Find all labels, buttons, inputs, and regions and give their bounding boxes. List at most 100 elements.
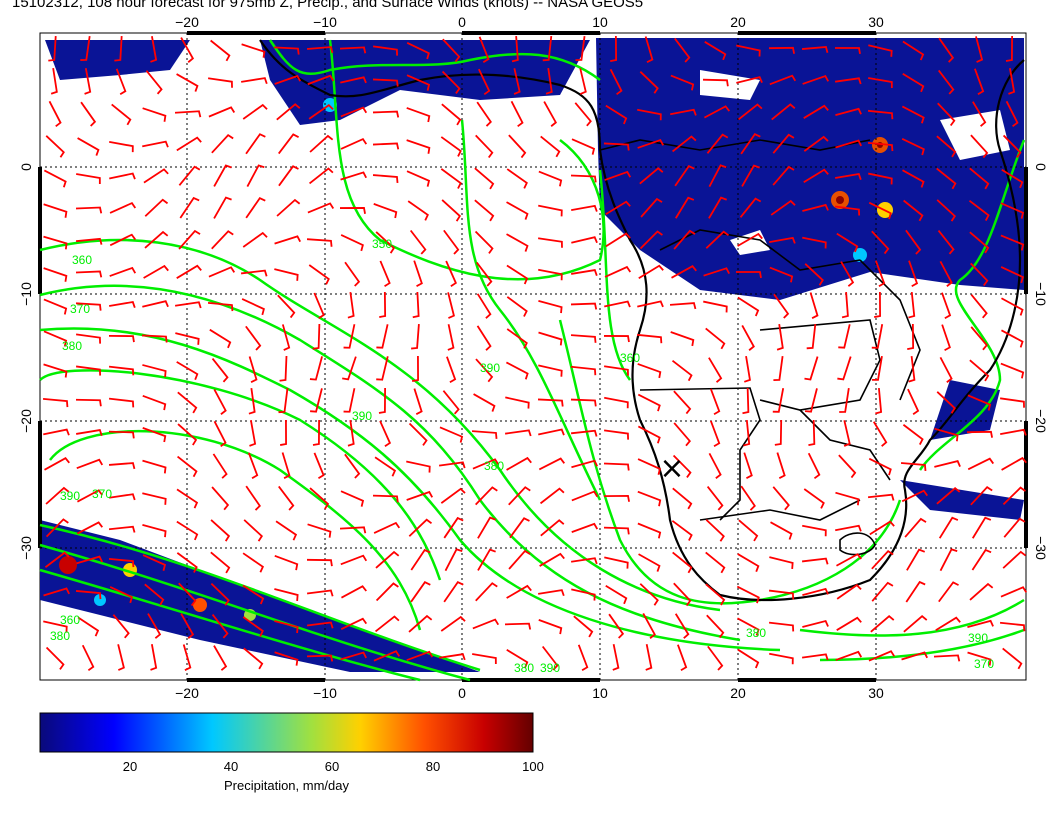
wind-barb — [776, 452, 786, 479]
wind-barb — [144, 583, 165, 606]
wind-barb — [741, 164, 760, 187]
wind-barb — [372, 78, 399, 87]
wind-barb — [274, 235, 302, 245]
wind-barb — [375, 582, 399, 602]
wind-barb — [210, 583, 230, 606]
wind-barb — [570, 365, 597, 376]
wind-barb — [411, 323, 420, 350]
wind-barb — [1003, 517, 1026, 538]
wind-barbs — [42, 35, 1028, 672]
wind-barb — [806, 323, 817, 350]
wind-barb — [737, 553, 760, 573]
wind-barb — [373, 203, 398, 219]
wind-barb — [506, 296, 528, 317]
colorbar-tick: 60 — [324, 759, 340, 774]
wind-barb — [610, 35, 618, 62]
wind-barb — [603, 365, 629, 376]
wind-barb — [538, 619, 563, 635]
lon-label: −10 — [313, 685, 337, 701]
wind-barb — [773, 293, 790, 319]
wind-barb — [278, 165, 299, 187]
wind-barb — [108, 365, 135, 376]
wind-barb — [372, 45, 398, 56]
wind-barb — [48, 100, 62, 127]
wind-barb — [737, 232, 763, 247]
wind-barb — [768, 46, 795, 54]
precip-gap — [700, 70, 760, 100]
wind-barb — [80, 35, 91, 61]
wind-barb — [941, 324, 951, 352]
wind-barb — [836, 232, 859, 253]
wind-barb — [670, 108, 697, 116]
wind-barb — [213, 420, 227, 448]
wind-barb — [472, 618, 500, 630]
wind-barb — [274, 620, 299, 634]
wind-barb — [1002, 134, 1022, 158]
wind-barb — [571, 588, 596, 601]
wind-barb — [211, 230, 234, 250]
wind-barb — [108, 493, 136, 501]
wind-barb — [207, 77, 233, 88]
wind-barb — [901, 651, 928, 661]
wind-barb — [802, 587, 829, 596]
coastlines — [259, 39, 1025, 602]
wind-barb — [769, 74, 797, 86]
wind-barb — [439, 426, 464, 443]
wind-barb — [241, 43, 266, 58]
wind-barb — [81, 644, 95, 672]
wind-barb — [836, 553, 862, 567]
wind-barb — [115, 68, 127, 96]
wind-barb — [801, 557, 829, 565]
wind-barb — [475, 358, 494, 383]
wind-barb — [571, 490, 599, 502]
wind-barb — [477, 516, 497, 539]
wind-barb — [80, 101, 97, 127]
wind-barb — [638, 553, 661, 572]
wind-barb — [538, 268, 563, 281]
wind-barb — [374, 456, 397, 477]
wind-barb — [571, 269, 598, 277]
wind-barb — [213, 196, 232, 219]
wind-barb — [835, 139, 862, 149]
wind-barb — [341, 585, 367, 599]
wind-barb — [538, 457, 566, 471]
contour-line — [268, 39, 601, 82]
wind-barb — [176, 136, 202, 152]
wind-barb — [379, 420, 392, 448]
wind-barb — [108, 462, 136, 470]
wind-barb — [274, 554, 299, 571]
wind-barb — [43, 169, 67, 188]
edge-scale — [38, 31, 1028, 682]
wind-barb — [835, 524, 862, 532]
wind-barb — [735, 271, 762, 279]
wind-barb — [999, 397, 1025, 408]
wind-barb — [109, 201, 137, 214]
wind-barb — [868, 457, 892, 476]
wind-barb — [45, 486, 70, 505]
wind-barb — [248, 387, 256, 415]
wind-barb — [340, 76, 367, 84]
wind-barb — [636, 333, 663, 344]
contour-label: 370 — [70, 302, 90, 316]
wind-barb — [75, 590, 102, 600]
lat-label: −30 — [1033, 536, 1049, 560]
lon-label: −10 — [313, 14, 337, 30]
wind-barb — [508, 486, 531, 506]
wind-barb — [936, 199, 956, 222]
wind-barb — [1005, 35, 1013, 62]
wind-barb — [670, 74, 695, 91]
wind-barb — [274, 268, 299, 281]
wind-barb — [538, 300, 563, 314]
wind-barb — [970, 294, 988, 319]
wind-barb — [143, 168, 169, 184]
wind-barb — [772, 486, 790, 511]
wind-barb — [75, 270, 103, 278]
wind-barb — [447, 324, 455, 351]
wind-barb — [936, 486, 961, 505]
wind-barb — [142, 492, 167, 505]
wind-barb — [48, 35, 57, 62]
wind-barb — [243, 519, 263, 542]
wind-barb — [902, 40, 925, 61]
wind-barb — [608, 613, 625, 639]
wind-barb — [571, 557, 598, 565]
